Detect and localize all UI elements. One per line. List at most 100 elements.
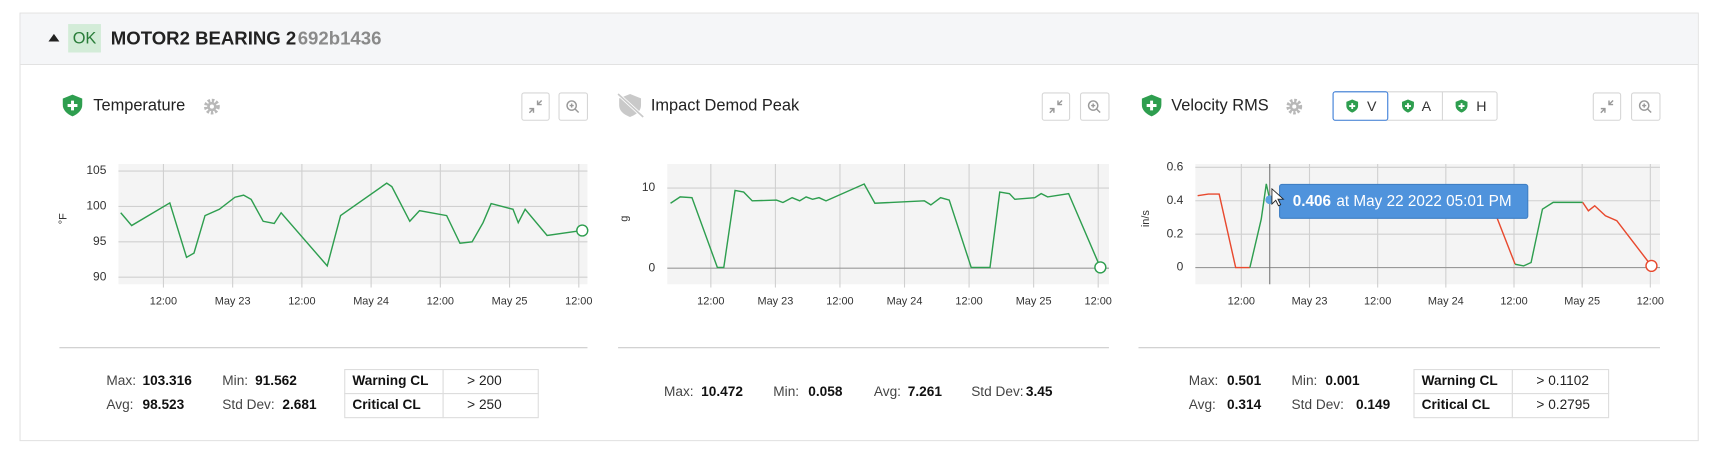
y-tick-label: 0 bbox=[1177, 260, 1184, 274]
x-tick-label: May 23 bbox=[757, 296, 793, 308]
stat-label: Min: bbox=[222, 373, 248, 388]
stat-label: Avg: bbox=[874, 384, 901, 399]
y-tick-label: 10 bbox=[642, 180, 656, 194]
y-axis-label: in/s bbox=[1140, 210, 1152, 228]
y-axis-label: °F bbox=[58, 213, 70, 224]
x-tick-label: 12:00 bbox=[697, 296, 724, 308]
tooltip-value: 0.406 bbox=[1293, 193, 1331, 210]
tooltip-text: at May 22 2022 05:01 PM bbox=[1336, 193, 1511, 210]
last-point bbox=[1094, 261, 1107, 274]
plot-area bbox=[1195, 163, 1660, 285]
asset-title: MOTOR2 BEARING 2 bbox=[111, 27, 296, 48]
x-tick-label: 12:00 bbox=[1085, 296, 1112, 308]
asset-id: 692b1436 bbox=[298, 27, 382, 48]
panel-title: Temperature bbox=[93, 96, 185, 114]
last-point bbox=[1645, 259, 1658, 273]
stat-value: 91.562 bbox=[255, 373, 297, 388]
limit-label: Critical CL bbox=[1422, 397, 1490, 412]
stat-label: Std Dev: bbox=[1292, 397, 1344, 412]
x-tick-label: May 24 bbox=[353, 296, 389, 308]
x-tick-label: May 23 bbox=[1292, 296, 1328, 308]
zoom-button[interactable] bbox=[1079, 92, 1110, 121]
stat-label: Std Dev: bbox=[222, 397, 274, 412]
stat-label: Min: bbox=[1292, 373, 1318, 388]
stat-value: 0.058 bbox=[808, 384, 843, 399]
stat-value: 0.001 bbox=[1325, 373, 1360, 388]
x-tick-label: 12:00 bbox=[150, 296, 177, 308]
collapse-button[interactable] bbox=[521, 92, 550, 121]
y-tick-label: 0.4 bbox=[1167, 193, 1184, 207]
zoom-button[interactable] bbox=[1631, 92, 1661, 121]
limit-value: > 0.1102 bbox=[1536, 373, 1589, 388]
stat-label: Max: bbox=[106, 373, 136, 388]
stat-label: Max: bbox=[1189, 373, 1219, 388]
y-tick-label: 0.6 bbox=[1167, 160, 1184, 174]
stat-value: 0.501 bbox=[1227, 373, 1262, 388]
last-point bbox=[576, 224, 589, 237]
x-tick-label: 12:00 bbox=[1500, 296, 1527, 308]
limit-value: > 200 bbox=[467, 373, 502, 388]
data-line bbox=[670, 183, 1101, 269]
stat-value: 7.261 bbox=[908, 384, 943, 399]
limit-value-cell bbox=[442, 393, 539, 419]
channel-label[interactable]: A bbox=[1422, 99, 1432, 115]
y-tick-label: 105 bbox=[86, 163, 106, 177]
stat-value: 0.314 bbox=[1227, 397, 1262, 412]
panel-title: Velocity RMS bbox=[1171, 96, 1268, 114]
limit-label: Critical CL bbox=[352, 397, 420, 412]
data-line bbox=[1514, 201, 1583, 267]
y-tick-label: 100 bbox=[86, 199, 106, 213]
card-header bbox=[20, 13, 1698, 64]
stat-label: Std Dev: bbox=[971, 384, 1023, 399]
tooltip bbox=[1279, 183, 1529, 219]
panel-title: Impact Demod Peak bbox=[651, 96, 800, 114]
x-tick-label: May 25 bbox=[492, 296, 528, 308]
limit-label: Warning CL bbox=[1422, 373, 1498, 388]
x-tick-label: 12:00 bbox=[427, 296, 454, 308]
zoom-button[interactable] bbox=[558, 92, 589, 121]
y-tick-label: 0.2 bbox=[1167, 226, 1184, 240]
stat-value: 98.523 bbox=[142, 397, 184, 412]
stat-label: Max: bbox=[664, 384, 694, 399]
stat-value: 10.472 bbox=[701, 384, 743, 399]
x-tick-label: 12:00 bbox=[1637, 296, 1664, 308]
collapse-button[interactable] bbox=[1592, 92, 1622, 121]
collapse-button[interactable] bbox=[1041, 92, 1071, 121]
stat-label: Min: bbox=[773, 384, 799, 399]
stat-value: 3.45 bbox=[1026, 384, 1053, 399]
x-tick-label: 12:00 bbox=[565, 296, 592, 308]
limit-label: Warning CL bbox=[352, 373, 428, 388]
limit-value: > 250 bbox=[467, 397, 502, 412]
y-tick-label: 95 bbox=[93, 234, 107, 248]
plot-area bbox=[667, 163, 1109, 285]
channel-selected[interactable] bbox=[1332, 91, 1389, 121]
y-axis-label: g bbox=[619, 216, 631, 222]
x-tick-label: 12:00 bbox=[955, 296, 982, 308]
plot-area bbox=[118, 163, 588, 285]
x-tick-label: May 25 bbox=[1564, 296, 1600, 308]
y-tick-label: 90 bbox=[93, 269, 107, 283]
x-tick-label: May 24 bbox=[887, 296, 923, 308]
limit-value-cell bbox=[1511, 368, 1610, 395]
limit-value: > 0.2795 bbox=[1536, 397, 1590, 412]
channel-label[interactable]: H bbox=[1476, 99, 1486, 115]
stat-value: 0.149 bbox=[1356, 397, 1391, 412]
x-tick-label: 12:00 bbox=[1364, 296, 1391, 308]
x-tick-label: 12:00 bbox=[288, 296, 315, 308]
x-tick-label: 12:00 bbox=[826, 296, 853, 308]
limit-value-cell bbox=[1511, 393, 1610, 419]
channel-label[interactable]: V bbox=[1367, 99, 1377, 115]
data-line bbox=[1582, 201, 1653, 267]
x-tick-label: May 24 bbox=[1428, 296, 1464, 308]
x-tick-label: May 25 bbox=[1016, 296, 1052, 308]
status-badge bbox=[68, 24, 101, 53]
stat-label: Avg: bbox=[1189, 397, 1216, 412]
collapse-toggle[interactable] bbox=[48, 33, 60, 42]
cursor bbox=[1271, 187, 1285, 207]
limit-label-cell bbox=[1413, 393, 1513, 419]
x-tick-label: 12:00 bbox=[1228, 296, 1255, 308]
x-tick-label: May 23 bbox=[215, 296, 251, 308]
stat-value: 103.316 bbox=[142, 373, 192, 388]
y-tick-label: 0 bbox=[649, 260, 656, 274]
